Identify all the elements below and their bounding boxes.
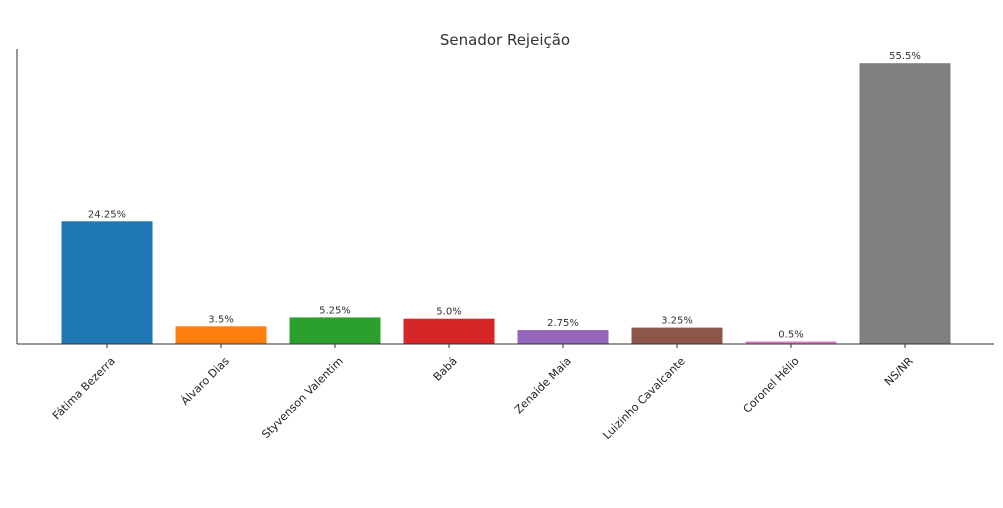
bar-ns-nr <box>859 63 951 344</box>
bars-layer <box>61 63 951 344</box>
x-tick-label-alvaro-dias: Álvaro Dias <box>179 354 232 407</box>
bar-alvaro-dias <box>175 326 267 344</box>
x-tick-label-fatima-bezerra: Fátima Bezerra <box>50 355 118 423</box>
data-labels-layer: 24.25% 3.5% 5.25% 5.0% 2.75% 3.25% 0.5% 55.5% <box>88 51 921 340</box>
data-label-styvenson-valentim: 5.25% <box>319 305 351 316</box>
bar-baba <box>403 318 495 344</box>
data-label-baba: 5.0% <box>436 307 461 318</box>
x-tick-label-coronel-helio: Coronel Hélio <box>741 354 802 415</box>
x-tick-label-baba: Babá <box>431 355 460 384</box>
bar-fatima-bezerra <box>61 221 153 344</box>
data-label-alvaro-dias: 3.5% <box>208 314 233 325</box>
data-label-luizinho-cavalcante: 3.25% <box>661 316 693 327</box>
x-tick-label-ns-nr: NS/NR <box>882 354 916 388</box>
x-ticks-layer: Fátima Bezerra Álvaro Dias Styvenson Valen… <box>50 344 916 442</box>
x-tick-label-zenaide-maia: Zenaide Maia <box>512 355 574 417</box>
bar-luizinho-cavalcante <box>631 327 723 344</box>
x-tick-label-styvenson-valentim: Styvenson Valentim <box>259 355 345 441</box>
data-label-fatima-bezerra: 24.25% <box>88 209 126 220</box>
data-label-zenaide-maia: 2.75% <box>547 318 579 329</box>
data-label-ns-nr: 55.5% <box>889 51 921 62</box>
bar-styvenson-valentim <box>289 317 381 344</box>
x-tick-label-luizinho-cavalcante: Luizinho Cavalcante <box>600 354 688 442</box>
data-label-coronel-helio: 0.5% <box>778 330 803 341</box>
bar-coronel-helio <box>745 341 837 344</box>
chart-title: Senador Rejeição <box>440 31 570 49</box>
bar-zenaide-maia <box>517 330 609 344</box>
